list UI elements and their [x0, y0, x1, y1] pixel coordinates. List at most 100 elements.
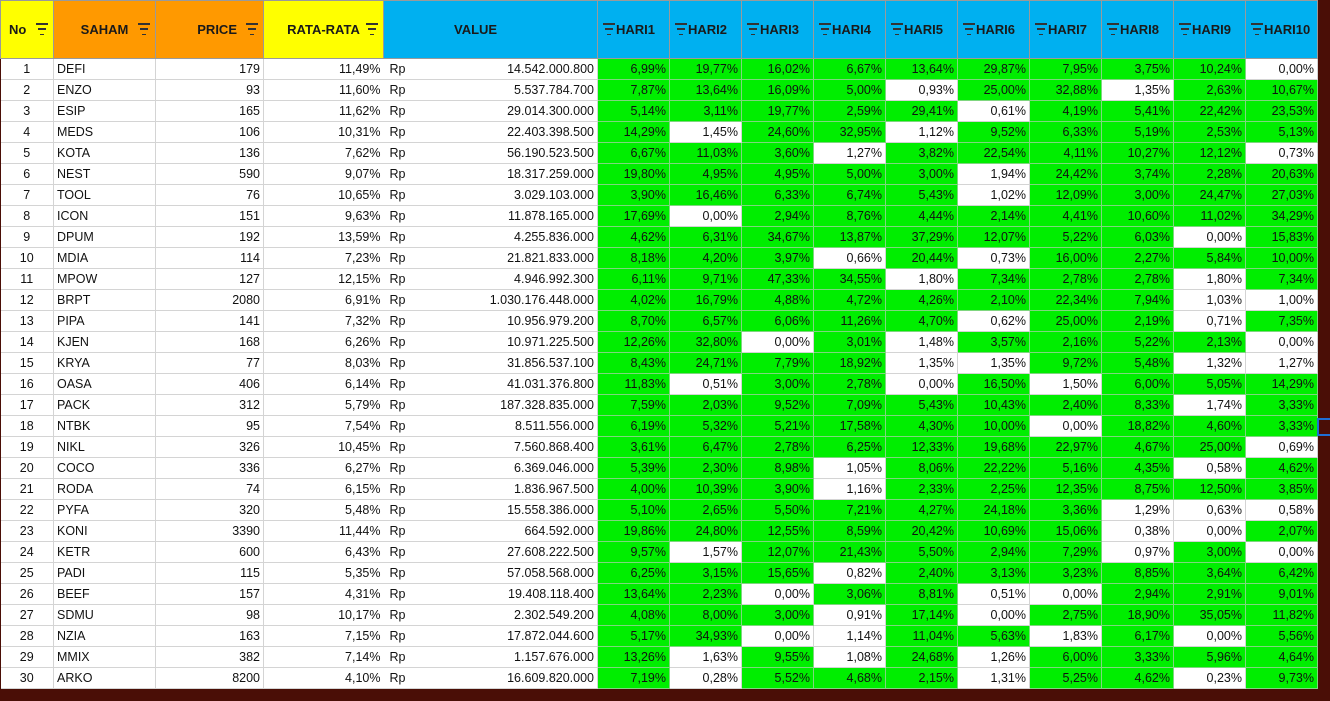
cell-rata-rata[interactable]: 10,45% [263, 436, 384, 458]
cell-hari2[interactable]: 32,80% [669, 331, 742, 353]
cell-no[interactable]: 29 [0, 646, 54, 668]
cell-hari3[interactable]: 3,60% [741, 142, 814, 164]
cell-rata-rata[interactable]: 5,35% [263, 562, 384, 584]
cell-hari1[interactable]: 6,99% [597, 58, 670, 80]
cell-hari10[interactable]: 5,56% [1245, 625, 1318, 647]
cell-hari5[interactable]: 20,44% [885, 247, 958, 269]
cell-hari5[interactable]: 4,26% [885, 289, 958, 311]
cell-hari6[interactable]: 22,54% [957, 142, 1030, 164]
cell-hari4[interactable]: 32,95% [813, 121, 886, 143]
cell-hari6[interactable]: 22,22% [957, 457, 1030, 479]
header-price[interactable]: PRICE [155, 0, 264, 59]
cell-hari3[interactable]: 8,98% [741, 457, 814, 479]
cell-hari10[interactable]: 7,34% [1245, 268, 1318, 290]
cell-hari7[interactable]: 2,16% [1029, 331, 1102, 353]
cell-no[interactable]: 9 [0, 226, 54, 248]
cell-hari6[interactable]: 0,73% [957, 247, 1030, 269]
cell-hari4[interactable]: 4,68% [813, 667, 886, 689]
cell-hari7[interactable]: 0,00% [1029, 583, 1102, 605]
cell-hari2[interactable]: 5,32% [669, 415, 742, 437]
cell-hari2[interactable]: 24,71% [669, 352, 742, 374]
cell-rata-rata[interactable]: 7,23% [263, 247, 384, 269]
cell-rata-rata[interactable]: 11,62% [263, 100, 384, 122]
cell-rata-rata[interactable]: 10,31% [263, 121, 384, 143]
cell-no[interactable]: 4 [0, 121, 54, 143]
cell-rata-rata[interactable]: 13,59% [263, 226, 384, 248]
cell-value[interactable]: 187.328.835.000 [415, 394, 598, 416]
cell-rata-rata[interactable]: 10,17% [263, 604, 384, 626]
cell-hari7[interactable]: 0,00% [1029, 415, 1102, 437]
cell-hari10[interactable]: 1,00% [1245, 289, 1318, 311]
cell-hari2[interactable]: 4,20% [669, 247, 742, 269]
cell-saham[interactable]: MEDS [53, 121, 156, 143]
cell-hari8[interactable]: 5,41% [1101, 100, 1174, 122]
header-hari1[interactable]: HARI1 [597, 0, 670, 59]
header-hari6[interactable]: HARI6 [957, 0, 1030, 59]
cell-hari9[interactable]: 24,47% [1173, 184, 1246, 206]
cell-no[interactable]: 16 [0, 373, 54, 395]
header-no[interactable]: No [0, 0, 54, 59]
cell-currency[interactable]: Rp [383, 205, 416, 227]
cell-hari3[interactable]: 4,88% [741, 289, 814, 311]
cell-hari8[interactable]: 6,03% [1101, 226, 1174, 248]
cell-hari6[interactable]: 3,57% [957, 331, 1030, 353]
cell-hari4[interactable]: 4,72% [813, 289, 886, 311]
cell-hari9[interactable]: 5,84% [1173, 247, 1246, 269]
cell-price[interactable]: 600 [155, 541, 264, 563]
cell-value[interactable]: 1.157.676.000 [415, 646, 598, 668]
cell-hari10[interactable]: 11,82% [1245, 604, 1318, 626]
cell-hari4[interactable]: 0,66% [813, 247, 886, 269]
cell-hari10[interactable]: 2,07% [1245, 520, 1318, 542]
cell-value[interactable]: 21.821.833.000 [415, 247, 598, 269]
cell-saham[interactable]: DPUM [53, 226, 156, 248]
cell-hari7[interactable]: 4,19% [1029, 100, 1102, 122]
cell-hari10[interactable]: 0,00% [1245, 331, 1318, 353]
cell-hari8[interactable]: 3,00% [1101, 184, 1174, 206]
cell-price[interactable]: 93 [155, 79, 264, 101]
cell-currency[interactable]: Rp [383, 394, 416, 416]
cell-value[interactable]: 3.029.103.000 [415, 184, 598, 206]
filter-icon[interactable] [1107, 23, 1119, 35]
cell-hari4[interactable]: 7,21% [813, 499, 886, 521]
cell-hari4[interactable]: 1,27% [813, 142, 886, 164]
header-hari10[interactable]: HARI10 [1245, 0, 1318, 59]
cell-hari5[interactable]: 2,15% [885, 667, 958, 689]
cell-rata-rata[interactable]: 5,79% [263, 394, 384, 416]
cell-no[interactable]: 7 [0, 184, 54, 206]
header-hari9[interactable]: HARI9 [1173, 0, 1246, 59]
filter-icon[interactable] [1179, 23, 1191, 35]
cell-price[interactable]: 136 [155, 142, 264, 164]
cell-hari5[interactable]: 1,80% [885, 268, 958, 290]
cell-hari5[interactable]: 29,41% [885, 100, 958, 122]
cell-hari9[interactable]: 5,05% [1173, 373, 1246, 395]
cell-hari10[interactable]: 7,35% [1245, 310, 1318, 332]
cell-hari7[interactable]: 1,83% [1029, 625, 1102, 647]
cell-price[interactable]: 192 [155, 226, 264, 248]
cell-hari10[interactable]: 0,73% [1245, 142, 1318, 164]
cell-hari1[interactable]: 4,02% [597, 289, 670, 311]
cell-hari7[interactable]: 6,00% [1029, 646, 1102, 668]
cell-hari4[interactable]: 5,00% [813, 163, 886, 185]
cell-hari6[interactable]: 29,87% [957, 58, 1030, 80]
cell-hari9[interactable]: 2,13% [1173, 331, 1246, 353]
cell-hari8[interactable]: 3,75% [1101, 58, 1174, 80]
cell-hari10[interactable]: 4,64% [1245, 646, 1318, 668]
header-hari8[interactable]: HARI8 [1101, 0, 1174, 59]
cell-hari4[interactable]: 13,87% [813, 226, 886, 248]
cell-currency[interactable]: Rp [383, 478, 416, 500]
cell-no[interactable]: 5 [0, 142, 54, 164]
cell-rata-rata[interactable]: 11,60% [263, 79, 384, 101]
cell-hari1[interactable]: 14,29% [597, 121, 670, 143]
cell-hari7[interactable]: 22,34% [1029, 289, 1102, 311]
cell-price[interactable]: 163 [155, 625, 264, 647]
cell-hari6[interactable]: 24,18% [957, 499, 1030, 521]
cell-hari5[interactable]: 3,00% [885, 163, 958, 185]
cell-saham[interactable]: RODA [53, 478, 156, 500]
cell-value[interactable]: 664.592.000 [415, 520, 598, 542]
cell-hari9[interactable]: 0,00% [1173, 226, 1246, 248]
cell-hari1[interactable]: 9,57% [597, 541, 670, 563]
cell-hari7[interactable]: 2,40% [1029, 394, 1102, 416]
cell-saham[interactable]: MPOW [53, 268, 156, 290]
cell-hari3[interactable]: 12,55% [741, 520, 814, 542]
cell-hari8[interactable]: 1,29% [1101, 499, 1174, 521]
